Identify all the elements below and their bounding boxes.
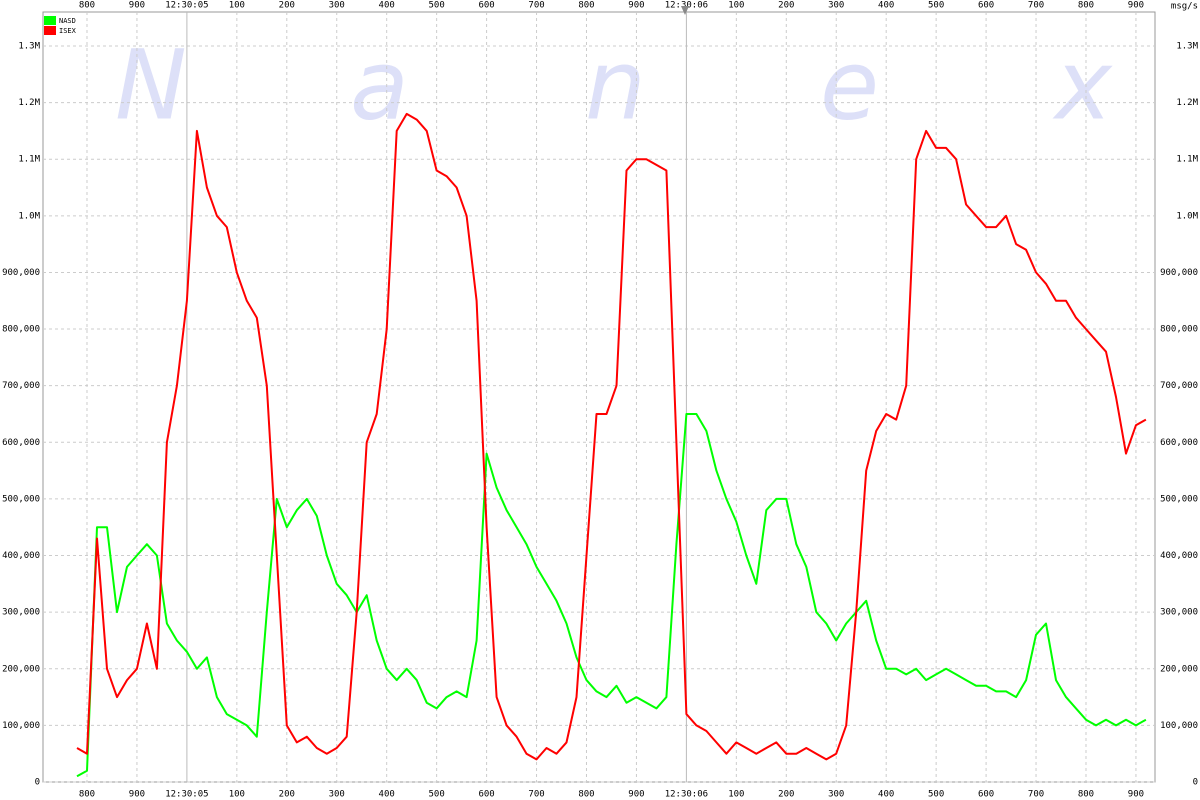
y-tick-label: 600,000 [2, 438, 40, 448]
lines [76, 112, 1147, 778]
plot-area [42, 11, 1156, 783]
x-tick-label-top: 600 [978, 1, 994, 11]
y-tick-label-right: 100,000 [1160, 721, 1198, 731]
x-tick-label: 200 [778, 790, 794, 800]
x-tick-label-top: 900 [129, 1, 145, 11]
y-tick-label-right: 400,000 [1160, 551, 1198, 561]
y-tick-label: 1.3M [18, 41, 40, 51]
x-tick-label-top: 200 [279, 1, 295, 11]
x-tick-label-top: 600 [478, 1, 494, 11]
y-tick-label: 1.2M [18, 98, 40, 108]
legend-label: ISEX [59, 27, 77, 35]
series-line [76, 413, 1147, 778]
x-tick-label: 200 [279, 790, 295, 800]
grid [43, 12, 1155, 783]
y-tick-label-right: 900,000 [1160, 268, 1198, 278]
x-tick-label: 100 [229, 790, 245, 800]
y-tick-label: 500,000 [2, 494, 40, 504]
x-tick-label: 900 [1128, 790, 1144, 800]
x-tick-label: 300 [329, 790, 345, 800]
legend-swatch [44, 26, 56, 35]
watermark-letter: N [115, 29, 187, 141]
y-tick-label: 900,000 [2, 268, 40, 278]
y-tick-label: 300,000 [2, 608, 40, 618]
watermark-letter: x [1052, 29, 1113, 141]
y-tick-label-right: 500,000 [1160, 494, 1198, 504]
x-tick-label: 500 [429, 790, 445, 800]
x-tick-label: 700 [528, 790, 544, 800]
x-tick-label-top: 400 [878, 1, 894, 11]
x-tick-label-top: 800 [1078, 1, 1094, 11]
x-tick-label: 300 [828, 790, 844, 800]
x-tick-label: 400 [379, 790, 395, 800]
y-tick-label-right: 0 [1193, 778, 1198, 788]
x-tick-label: 12:30:06 [665, 790, 708, 800]
x-tick-label: 400 [878, 790, 894, 800]
x-tick-label-top: 800 [578, 1, 594, 11]
y-tick-label: 800,000 [2, 325, 40, 335]
x-tick-label-top: 700 [528, 1, 544, 11]
x-tick-label: 600 [978, 790, 994, 800]
y-tick-label: 0 [35, 778, 40, 788]
y-tick-label-right: 800,000 [1160, 325, 1198, 335]
y-unit: msg/s [1171, 2, 1198, 12]
x-tick-label-top: 400 [379, 1, 395, 11]
series-line [76, 112, 1147, 761]
y-tick-label-right: 300,000 [1160, 608, 1198, 618]
y-tick-label: 200,000 [2, 664, 40, 674]
x-tick-label: 900 [628, 790, 644, 800]
y-tick-label-right: 1.1M [1176, 155, 1198, 165]
x-tick-label: 800 [1078, 790, 1094, 800]
y-tick-label: 400,000 [2, 551, 40, 561]
x-tick-label-top: 700 [1028, 1, 1044, 11]
x-tick-label: 12:30:05 [165, 790, 208, 800]
x-tick-label: 100 [728, 790, 744, 800]
x-tick-label-top: 900 [1128, 1, 1144, 11]
y-tick-label-right: 600,000 [1160, 438, 1198, 448]
x-tick-label-top: 300 [828, 1, 844, 11]
watermark-letter: e [820, 29, 879, 141]
x-tick-label-top: 500 [928, 1, 944, 11]
y-tick-label-right: 1.0M [1176, 211, 1198, 221]
x-tick-label: 800 [578, 790, 594, 800]
time-marker [681, 6, 689, 15]
watermark-letter: n [585, 29, 646, 141]
x-tick-label-top: 12:30:06 [665, 1, 708, 11]
x-tick-label-top: 800 [79, 1, 95, 11]
legend-swatch [44, 16, 56, 25]
x-tick-label: 500 [928, 790, 944, 800]
y-tick-label-right: 1.3M [1176, 41, 1198, 51]
x-tick-label-top: 900 [628, 1, 644, 11]
y-tick-label: 100,000 [2, 721, 40, 731]
x-tick-label: 600 [478, 790, 494, 800]
x-tick-label-top: 100 [229, 1, 245, 11]
y-tick-label-right: 200,000 [1160, 664, 1198, 674]
x-tick-label-top: 500 [429, 1, 445, 11]
y-tick-label: 700,000 [2, 381, 40, 391]
y-tick-label: 1.1M [18, 155, 40, 165]
watermark-letter: a [350, 29, 409, 141]
x-tick-label: 900 [129, 790, 145, 800]
x-tick-label-top: 300 [329, 1, 345, 11]
x-tick-label: 800 [79, 790, 95, 800]
x-tick-label-top: 12:30:05 [165, 1, 208, 11]
x-tick-label-top: 100 [728, 1, 744, 11]
legend-label: NASD [59, 17, 76, 25]
y-tick-label-right: 700,000 [1160, 381, 1198, 391]
x-tick-label: 700 [1028, 790, 1044, 800]
y-tick-label: 1.0M [18, 211, 40, 221]
y-tick-label-right: 1.2M [1176, 98, 1198, 108]
x-tick-label-top: 200 [778, 1, 794, 11]
